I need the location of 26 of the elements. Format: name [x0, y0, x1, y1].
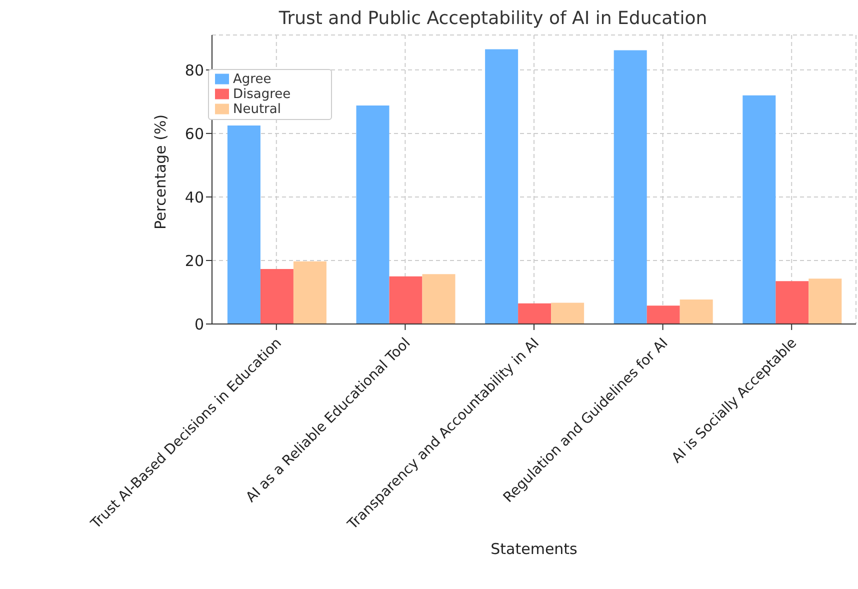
bar: [646, 306, 680, 324]
y-tick-label: 0: [194, 315, 204, 334]
x-axis-title: Statements: [490, 540, 578, 558]
legend-label: Agree: [233, 72, 272, 87]
bar: [389, 276, 422, 324]
bar: [485, 49, 518, 324]
y-tick-label: 60: [184, 124, 204, 143]
y-tick-label: 20: [184, 252, 204, 270]
bar: [680, 300, 713, 324]
bar: [614, 50, 647, 324]
y-tick-label: 40: [184, 188, 204, 206]
y-axis-title: Percentage (%): [151, 114, 170, 230]
bar: [260, 269, 294, 324]
bar: [518, 303, 552, 324]
bar: [227, 126, 260, 324]
bar: [293, 261, 326, 324]
legend-label: Neutral: [233, 102, 281, 117]
y-tick-label: 80: [184, 61, 204, 80]
bar: [776, 281, 809, 324]
chart-title: Trust and Public Acceptability of AI in Education: [278, 8, 708, 29]
bar: [808, 278, 842, 324]
bar: [742, 95, 776, 324]
bar: [551, 302, 584, 324]
bar: [356, 106, 390, 324]
legend-label: Disagree: [233, 87, 291, 102]
bar: [422, 274, 456, 324]
